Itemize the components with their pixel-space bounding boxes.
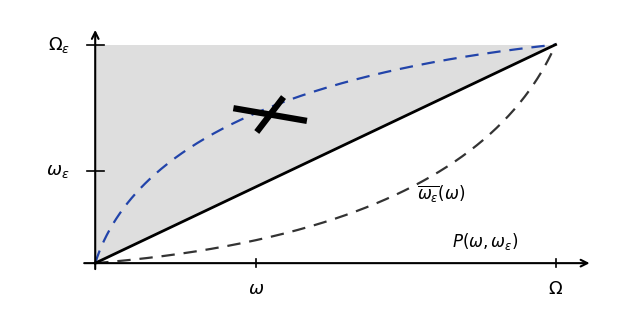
Text: $\omega_\varepsilon$: $\omega_\varepsilon$: [47, 162, 70, 180]
Text: $P(\omega, \omega_\varepsilon)$: $P(\omega, \omega_\varepsilon)$: [452, 231, 519, 252]
Text: $\omega$: $\omega$: [248, 280, 264, 297]
Text: $\overline{\omega_\varepsilon}(\omega)$: $\overline{\omega_\varepsilon}(\omega)$: [417, 183, 466, 204]
Text: $\Omega$: $\Omega$: [548, 280, 563, 297]
Polygon shape: [95, 45, 556, 263]
Text: $\Omega_\varepsilon$: $\Omega_\varepsilon$: [47, 34, 70, 55]
